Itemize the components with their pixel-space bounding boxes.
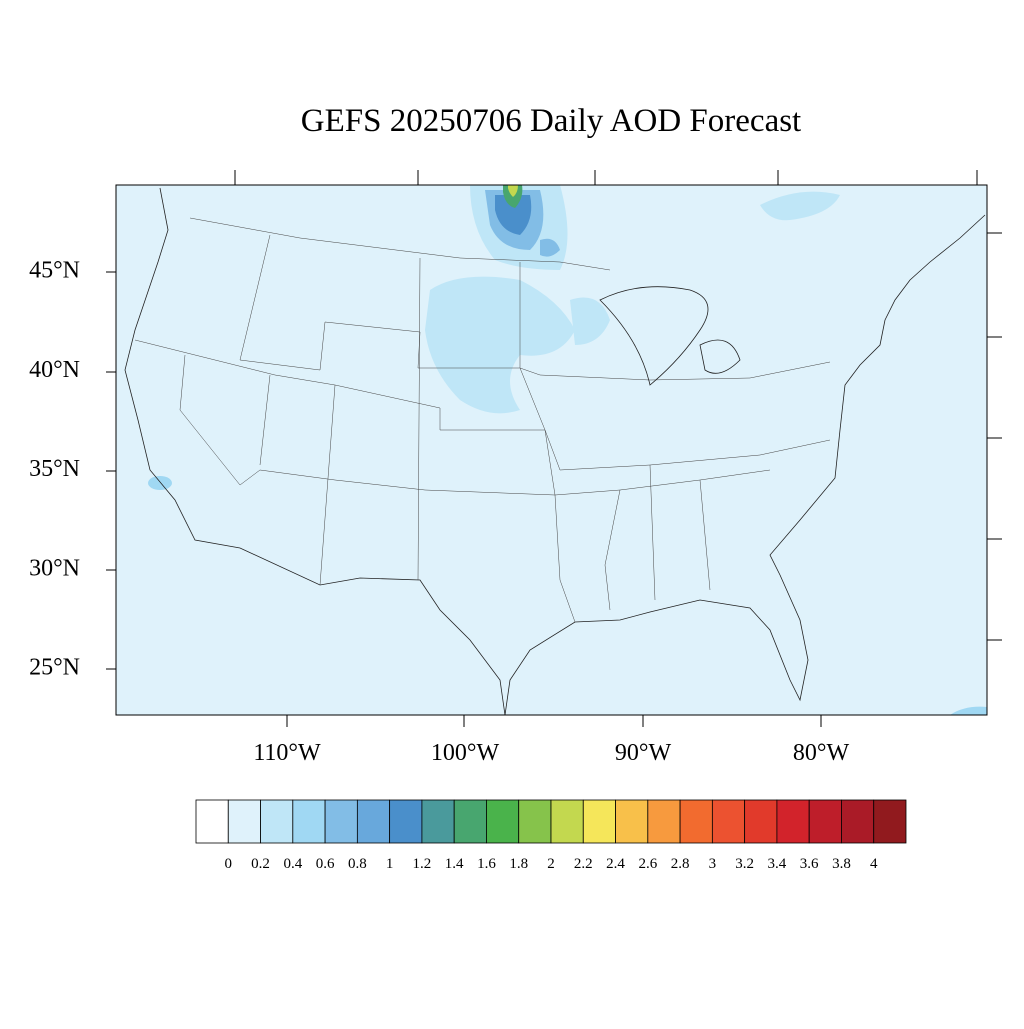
colorbar-label: 1: [386, 856, 394, 872]
colorbar-box: [873, 799, 907, 844]
colorbar-box: [260, 799, 294, 844]
colorbar-box: [711, 799, 746, 844]
colorbar-box: [550, 799, 584, 844]
colorbar-label: 2.4: [606, 856, 625, 872]
colorbar-label: 0.6: [316, 856, 335, 872]
colorbar-label: 1.2: [413, 856, 432, 872]
boundaries: [124, 187, 986, 715]
colorbar-box: [679, 799, 713, 844]
map: [106, 170, 1002, 727]
colorbar: 0 0.2 0.4 0.6 0.8 1 1.2 1.4 1.6 1.8 2 2.2 2.4 2.6 2.8 3…: [195, 799, 907, 872]
colorbar-box: [195, 799, 229, 844]
map-background: [116, 185, 987, 715]
colorbar-label: 3.8: [832, 856, 851, 872]
lat-label: 30°N: [29, 555, 80, 581]
colorbar-box: [776, 799, 810, 844]
lat-label: 45°N: [29, 258, 80, 284]
colorbar-label: 3: [709, 856, 717, 872]
colorbar-label: 2.8: [671, 856, 690, 872]
colorbar-box: [356, 799, 391, 844]
map-frame: [115, 184, 988, 716]
frame-ticks: [106, 170, 1002, 727]
lon-label: 80°W: [793, 740, 850, 766]
colorbar-label: 0.4: [283, 856, 302, 872]
colorbar-label: 3.2: [735, 856, 754, 872]
colorbar-box: [841, 799, 875, 844]
lat-label: 40°N: [29, 357, 80, 383]
colorbar-label: 0.2: [251, 856, 270, 872]
colorbar-label: 4: [870, 856, 878, 872]
colorbar-box: [518, 799, 552, 844]
title: GEFS 20250706 Daily AOD Forecast: [301, 103, 801, 139]
colorbar-label: 2.6: [638, 856, 657, 872]
colorbar-box: [324, 799, 358, 844]
colorbar-label: 0: [225, 856, 233, 872]
colorbar-box: [421, 799, 455, 844]
lon-label: 110°W: [253, 740, 321, 766]
colorbar-label: 1.4: [445, 856, 464, 872]
colorbar-box: [389, 799, 423, 844]
colorbar-label: 2: [547, 856, 555, 872]
colorbar-label: 3.6: [800, 856, 819, 872]
colorbar-box: [647, 799, 681, 844]
colorbar-label: 2.2: [574, 856, 593, 872]
aod-field: [148, 185, 987, 715]
lat-label: 25°N: [29, 655, 80, 681]
colorbar-label: 3.4: [768, 856, 787, 872]
colorbar-box: [292, 799, 326, 844]
colorbar-label: 1.8: [509, 856, 528, 872]
lat-label: 35°N: [29, 456, 80, 482]
lon-label: 100°W: [431, 740, 500, 766]
colorbar-box: [744, 799, 778, 844]
colorbar-label: 1.6: [477, 856, 496, 872]
colorbar-box: [808, 799, 842, 844]
colorbar-box: [582, 799, 616, 844]
colorbar-box: [227, 799, 261, 844]
colorbar-box: [486, 799, 520, 844]
colorbar-box: [615, 799, 649, 844]
lon-label: 90°W: [615, 740, 672, 766]
colorbar-label: 0.8: [348, 856, 367, 872]
colorbar-box: [453, 799, 487, 844]
